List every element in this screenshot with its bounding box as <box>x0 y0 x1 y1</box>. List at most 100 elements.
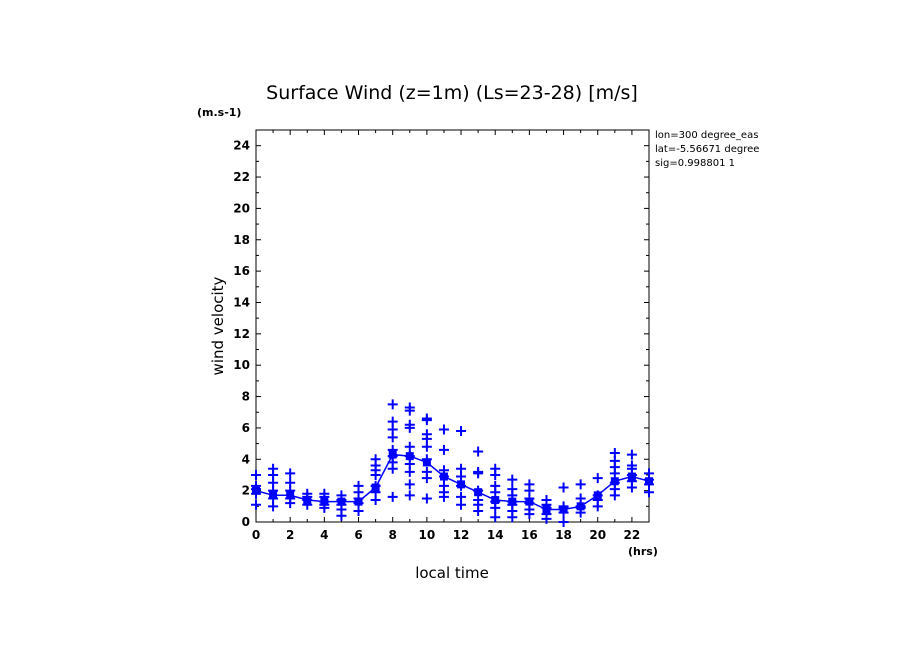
info-lat: lat=-5.56671 degree <box>655 144 759 155</box>
data-point-plus <box>404 441 415 452</box>
x-tick-label: 14 <box>487 528 504 542</box>
x-tick-label: 16 <box>521 528 538 542</box>
data-point-plus <box>456 491 467 502</box>
mean-point <box>422 458 431 467</box>
data-point-plus <box>456 426 467 437</box>
mean-point <box>491 496 500 505</box>
plot-frame <box>255 129 650 523</box>
y-axis-label: wind velocity <box>209 276 227 375</box>
x-tick-label: 18 <box>555 528 572 542</box>
mean-point <box>303 496 312 505</box>
data-point-plus <box>592 473 603 484</box>
y-tick-label: 6 <box>242 421 250 435</box>
mean-point <box>457 480 466 489</box>
data-point-plus <box>421 493 432 504</box>
chart-title: Surface Wind (z=1m) (Ls=23-28) [m/s] <box>266 82 638 104</box>
data-point-plus <box>268 463 279 474</box>
mean-point <box>525 497 534 506</box>
y-tick-label: 4 <box>242 452 250 466</box>
mean-point <box>320 497 329 506</box>
y-tick-label: 24 <box>233 139 250 153</box>
y-tick-label: 18 <box>233 233 250 247</box>
mean-point <box>610 477 619 486</box>
y-tick-label: 2 <box>242 484 250 498</box>
x-tick-label: 0 <box>252 528 260 542</box>
data-point-plus <box>421 429 432 440</box>
data-point-plus <box>609 448 620 459</box>
x-axis-label: local time <box>415 564 489 582</box>
data-point-plus <box>421 466 432 477</box>
mean-point <box>439 472 448 481</box>
y-tick-label: 8 <box>242 390 250 404</box>
data-point-plus <box>558 517 569 527</box>
info-lon: lon=300 degree_eas <box>655 130 758 141</box>
x-tick-label: 12 <box>453 528 470 542</box>
data-point-plus <box>387 399 398 410</box>
mean-point <box>474 488 483 497</box>
mean-point <box>286 491 295 500</box>
data-point-plus <box>626 449 637 460</box>
y-tick-label: 12 <box>233 327 250 341</box>
mean-point <box>627 472 636 481</box>
x-tick-label: 10 <box>419 528 436 542</box>
x-tick-label: 6 <box>354 528 362 542</box>
data-point-plus <box>644 468 654 479</box>
y-tick-label: 16 <box>233 264 250 278</box>
mean-point <box>405 452 414 461</box>
mean-line <box>255 453 650 511</box>
data-point-plus <box>575 493 586 504</box>
data-point-plus <box>370 454 381 465</box>
x-tick-label: 22 <box>624 528 641 542</box>
data-point-plus <box>490 512 501 523</box>
x-tick-label: 2 <box>286 528 294 542</box>
mean-point <box>542 505 551 514</box>
mean-point <box>252 486 260 495</box>
y-tick-label: 20 <box>233 201 250 215</box>
y-unit-label: (m.s-1) <box>197 106 241 119</box>
data-point-plus <box>285 468 296 479</box>
mean-point <box>593 491 602 500</box>
mean-point <box>371 483 380 492</box>
mean-point <box>559 505 568 514</box>
info-box: lon=300 degree_eas lat=-5.56671 degree s… <box>655 130 759 169</box>
y-tick-label: 14 <box>233 295 250 309</box>
data-point-plus <box>404 490 415 501</box>
data-point-plus <box>490 480 501 491</box>
info-sig: sig=0.998801 1 <box>655 158 735 169</box>
x-tick-label: 4 <box>320 528 328 542</box>
mean-point <box>354 497 363 506</box>
y-tick-label: 0 <box>242 515 250 529</box>
data-point-plus <box>626 460 637 471</box>
data-point-plus <box>473 495 484 506</box>
x-tick-label: 8 <box>389 528 397 542</box>
mean-point <box>576 502 585 511</box>
mean-point <box>269 491 278 500</box>
data-point-plus <box>438 480 449 491</box>
data-point-plus <box>353 480 364 491</box>
data-point-plus <box>387 491 398 502</box>
data-marks <box>251 399 654 527</box>
data-point-plus <box>524 479 535 490</box>
mean-point <box>508 497 517 506</box>
data-point-plus <box>404 402 415 413</box>
x-tick-label: 20 <box>589 528 606 542</box>
data-point-plus <box>319 488 330 499</box>
data-point-plus <box>541 495 552 506</box>
data-point-plus <box>421 413 432 424</box>
data-point-plus <box>456 463 467 474</box>
data-point-plus <box>575 479 586 490</box>
data-point-plus <box>473 466 484 477</box>
data-point-plus <box>251 499 261 510</box>
y-tick-label: 22 <box>233 170 250 184</box>
data-point-plus <box>404 479 415 490</box>
mean-point <box>645 477 653 486</box>
data-point-plus <box>404 419 415 430</box>
mean-point <box>388 450 397 459</box>
data-point-plus <box>438 424 449 435</box>
data-point-plus <box>438 444 449 455</box>
x-unit-label: (hrs) <box>628 545 658 558</box>
data-point-plus <box>507 474 518 485</box>
data-point-plus <box>507 484 518 495</box>
